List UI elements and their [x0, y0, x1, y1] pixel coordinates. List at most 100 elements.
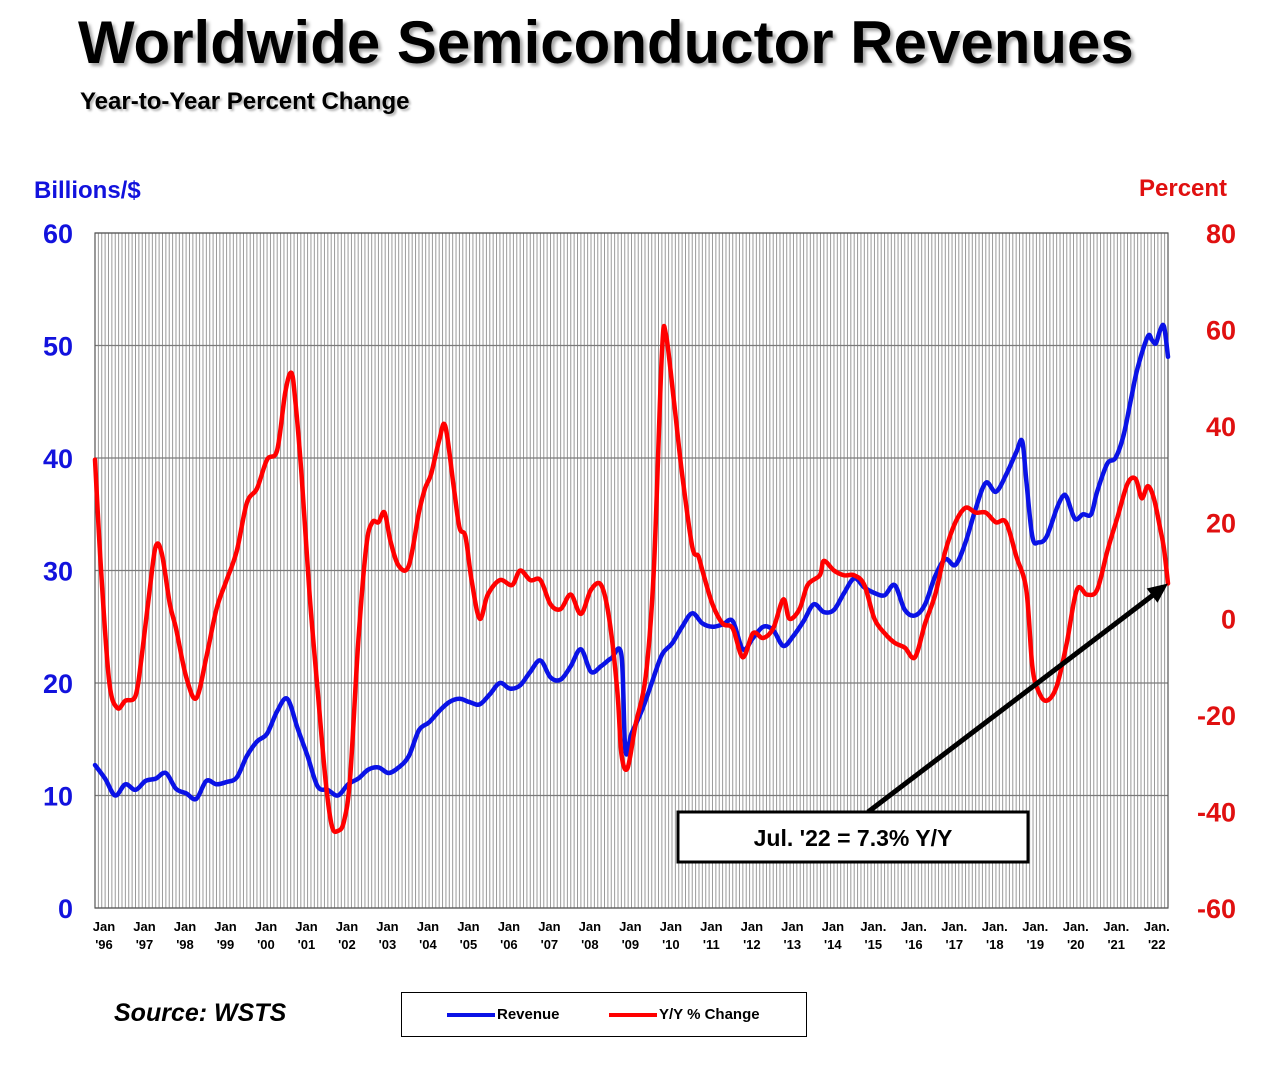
x-axis-tick-label: '05 [460, 937, 478, 952]
series-point-revenue [1073, 517, 1077, 521]
series-point-revenue [1044, 535, 1049, 539]
series-point-revenue [1154, 341, 1158, 345]
series-point-yy-change [417, 511, 421, 515]
series-point-revenue [741, 647, 745, 651]
series-point-revenue [336, 793, 340, 798]
x-axis-tick-label: Jan. [1144, 919, 1170, 934]
series-point-revenue [184, 791, 188, 795]
series-point-yy-change [1055, 684, 1059, 688]
series-point-revenue [154, 777, 158, 781]
series-point-revenue [872, 591, 877, 595]
series-point-revenue [933, 574, 937, 578]
series-point-yy-change [1044, 699, 1049, 703]
right-axis-tick-label: -40 [1197, 798, 1236, 828]
annotation-label: Jul. '22 = 7.3% Y/Y [754, 825, 953, 851]
series-point-yy-change [644, 674, 648, 679]
series-point-yy-change [797, 607, 802, 611]
series-point-revenue [93, 763, 97, 767]
annotation-arrow-shaft [866, 588, 1161, 814]
series-point-revenue [994, 490, 998, 494]
source-note: Source: WSTS [114, 999, 287, 1027]
series-point-yy-change [1095, 588, 1099, 592]
series-point-yy-change [133, 694, 138, 698]
series-point-yy-change [498, 578, 502, 582]
series-point-yy-change [457, 525, 462, 529]
series-point-revenue [1136, 366, 1140, 370]
left-axis-tick-label: 50 [43, 332, 73, 362]
legend-swatch-yy-change [609, 1012, 657, 1017]
series-point-revenue [569, 664, 573, 668]
x-axis-tick-label: Jan [498, 919, 520, 934]
x-axis-tick-label: '19 [1027, 937, 1045, 952]
series-point-yy-change [1036, 689, 1041, 693]
series-point-revenue [882, 593, 887, 597]
series-point-yy-change [696, 554, 700, 558]
series-point-yy-change [751, 631, 755, 635]
annotation-box [676, 810, 1030, 864]
series-point-yy-change [818, 573, 822, 577]
series-point-revenue [245, 754, 249, 758]
series-point-yy-change [330, 824, 334, 828]
series-point-yy-change [633, 723, 638, 727]
series-point-yy-change [1004, 520, 1008, 524]
series-point-yy-change [397, 564, 401, 568]
series-point-yy-change [862, 583, 866, 587]
x-axis-tick-label: Jan [741, 919, 763, 934]
x-axis-tick-label: '17 [946, 937, 964, 952]
series-point-yy-change [214, 607, 219, 611]
x-axis-tick-label: Jan [336, 919, 358, 934]
series-point-revenue [366, 768, 370, 772]
series-point-yy-change [1162, 547, 1166, 551]
series-point-yy-change [93, 458, 97, 462]
right-axis-tick-label: 20 [1206, 508, 1236, 538]
series-point-revenue [1166, 355, 1170, 359]
series-point-yy-change [672, 400, 676, 404]
series-point-revenue [670, 642, 674, 646]
legend-label-yy-change: Y/Y % Change [659, 1006, 760, 1023]
x-axis-tick-label: Jan [174, 919, 196, 934]
x-axis-tick-label: Jan. [941, 919, 967, 934]
series-point-yy-change [933, 593, 937, 597]
left-axis-tick-label: 10 [43, 782, 73, 812]
series-point-revenue [623, 748, 628, 753]
series-point-yy-change [1085, 593, 1089, 597]
series-point-revenue [123, 782, 127, 786]
series-point-yy-change [168, 602, 172, 606]
series-point-revenue [791, 634, 796, 638]
series-point-yy-change [204, 655, 208, 659]
series-point-revenue [832, 608, 836, 612]
left-axis-tick-label: 40 [43, 444, 73, 474]
series-point-revenue [731, 619, 735, 623]
x-axis-tick-label: '04 [419, 937, 437, 952]
series-point-revenue [1095, 490, 1099, 494]
series-point-yy-change [443, 424, 447, 428]
x-axis-tick-label: '99 [217, 937, 235, 952]
series-point-revenue [204, 779, 208, 783]
series-point-revenue [1146, 334, 1150, 339]
series-point-yy-change [1140, 496, 1144, 500]
series-point-revenue [913, 613, 917, 618]
series-point-yy-change [1146, 484, 1150, 488]
series-point-revenue [457, 697, 462, 701]
series-point-yy-change [275, 448, 279, 452]
series-point-yy-change [619, 752, 623, 756]
right-axis-tick-label: -20 [1197, 701, 1236, 731]
series-point-revenue [619, 653, 623, 657]
series-point-yy-change [700, 568, 704, 573]
series-point-yy-change [289, 371, 293, 375]
series-point-revenue [963, 540, 968, 544]
series-point-yy-change [1158, 525, 1162, 529]
x-axis-tick-label: '22 [1148, 937, 1166, 952]
series-point-yy-change [994, 520, 998, 524]
series-point-yy-change [690, 544, 694, 548]
chart-title: Worldwide Semiconductor Revenues [78, 9, 1134, 76]
series-point-yy-change [984, 511, 988, 515]
series-point-revenue [498, 681, 502, 685]
series-point-yy-change [589, 588, 593, 592]
series-point-yy-change [741, 655, 745, 659]
legend-item-yy-change: Y/Y % Change [609, 993, 760, 1036]
series-point-revenue [376, 765, 381, 769]
series-point-revenue [478, 702, 482, 706]
series-point-yy-change [283, 390, 287, 394]
series-point-yy-change [160, 552, 164, 556]
